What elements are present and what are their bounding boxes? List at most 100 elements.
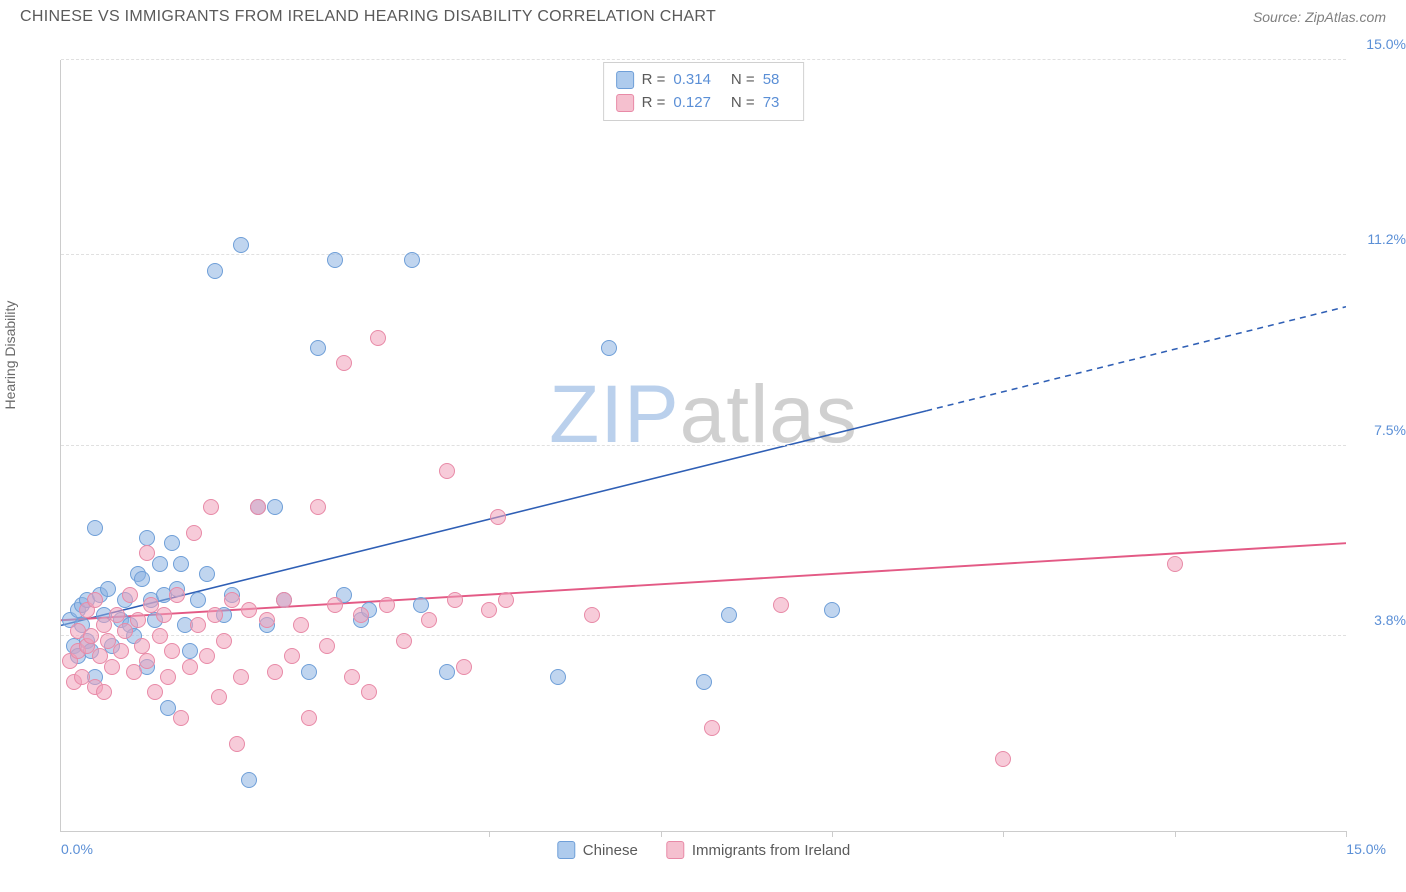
legend-swatch [666,841,684,859]
scatter-point [310,499,326,515]
trend-line-dashed [926,307,1346,411]
watermark-zip: ZIP [549,369,680,460]
scatter-point [173,556,189,572]
x-axis-max-label: 15.0% [1346,841,1386,857]
scatter-point [190,617,206,633]
scatter-point [319,638,335,654]
scatter-point [122,587,138,603]
legend-r-label: R = [642,92,666,115]
plot-area: ZIPatlas R =0.314N =58R =0.127N =73 Chin… [60,60,1346,832]
scatter-point [156,607,172,623]
scatter-point [152,628,168,644]
legend-series-label: Immigrants from Ireland [692,842,850,859]
scatter-point [109,607,125,623]
x-tick [1346,831,1347,837]
legend-n-value: 58 [763,69,780,92]
scatter-point [327,597,343,613]
legend-n-label: N = [731,69,755,92]
scatter-point [721,607,737,623]
gridline [61,59,1346,60]
scatter-point [216,633,232,649]
scatter-point [344,669,360,685]
correlation-legend: R =0.314N =58R =0.127N =73 [603,62,805,121]
scatter-point [250,499,266,515]
y-tick-label: 3.8% [1374,612,1406,628]
scatter-point [481,602,497,618]
scatter-point [229,736,245,752]
scatter-point [139,530,155,546]
scatter-point [404,252,420,268]
chart-source: Source: ZipAtlas.com [1253,9,1386,25]
y-axis-label: Hearing Disability [2,301,18,410]
scatter-point [824,602,840,618]
scatter-point [284,648,300,664]
scatter-point [241,772,257,788]
scatter-point [199,566,215,582]
gridline [61,635,1346,636]
scatter-point [104,659,120,675]
scatter-point [447,592,463,608]
scatter-point [1167,556,1183,572]
scatter-point [336,355,352,371]
scatter-point [100,581,116,597]
gridline [61,445,1346,446]
legend-swatch [616,94,634,112]
scatter-point [203,499,219,515]
scatter-point [164,643,180,659]
chart-header: CHINESE VS IMMIGRANTS FROM IRELAND HEARI… [0,0,1406,30]
legend-n-label: N = [731,92,755,115]
x-tick [1003,831,1004,837]
scatter-point [147,684,163,700]
scatter-point [211,689,227,705]
scatter-point [233,669,249,685]
legend-row: R =0.314N =58 [616,69,792,92]
scatter-point [396,633,412,649]
y-tick-label: 11.2% [1367,231,1406,247]
x-tick [661,831,662,837]
x-axis-min-label: 0.0% [61,841,93,857]
scatter-point [439,664,455,680]
scatter-point [704,720,720,736]
trend-lines-svg [61,60,1346,831]
legend-swatch [557,841,575,859]
scatter-point [310,340,326,356]
gridline [61,254,1346,255]
watermark-atlas: atlas [680,369,858,460]
legend-n-value: 73 [763,92,780,115]
scatter-point [96,684,112,700]
scatter-point [134,571,150,587]
scatter-point [87,592,103,608]
scatter-point [267,499,283,515]
scatter-point [293,617,309,633]
y-tick-label: 7.5% [1374,422,1406,438]
y-tick-label: 15.0% [1366,36,1406,52]
chart-container: Hearing Disability ZIPatlas R =0.314N =5… [20,40,1386,872]
scatter-point [421,612,437,628]
scatter-point [498,592,514,608]
chart-title: CHINESE VS IMMIGRANTS FROM IRELAND HEARI… [20,8,716,26]
scatter-point [361,684,377,700]
scatter-point [139,545,155,561]
scatter-point [224,592,240,608]
scatter-point [207,607,223,623]
scatter-point [182,643,198,659]
x-tick [832,831,833,837]
scatter-point [169,587,185,603]
scatter-point [113,643,129,659]
scatter-point [550,669,566,685]
scatter-point [130,612,146,628]
scatter-point [353,607,369,623]
scatter-point [696,674,712,690]
scatter-point [301,664,317,680]
scatter-point [199,648,215,664]
legend-r-value: 0.127 [673,92,711,115]
scatter-point [241,602,257,618]
x-tick [1175,831,1176,837]
scatter-point [182,659,198,675]
scatter-point [370,330,386,346]
legend-swatch [616,71,634,89]
scatter-point [773,597,789,613]
scatter-point [601,340,617,356]
legend-series-label: Chinese [583,842,638,859]
scatter-point [186,525,202,541]
